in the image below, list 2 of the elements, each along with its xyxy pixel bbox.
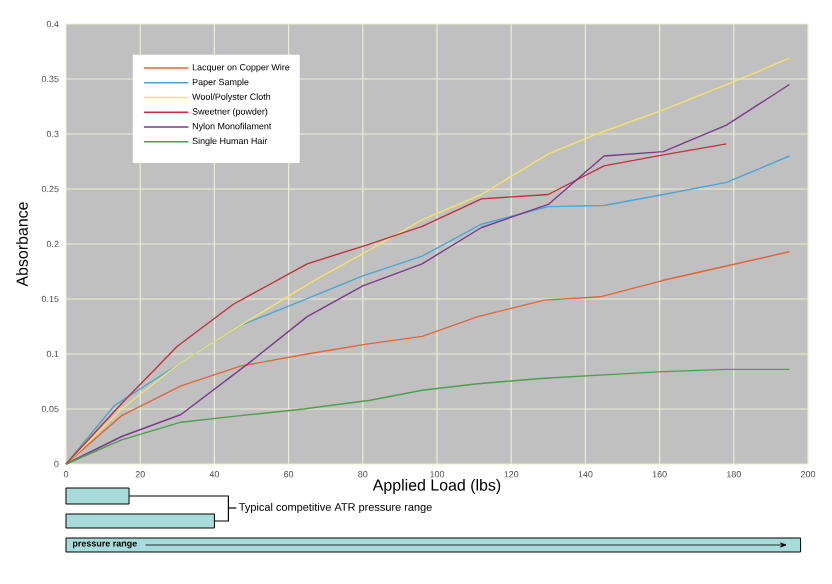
line-series (65, 368, 791, 465)
line-series (65, 251, 791, 465)
